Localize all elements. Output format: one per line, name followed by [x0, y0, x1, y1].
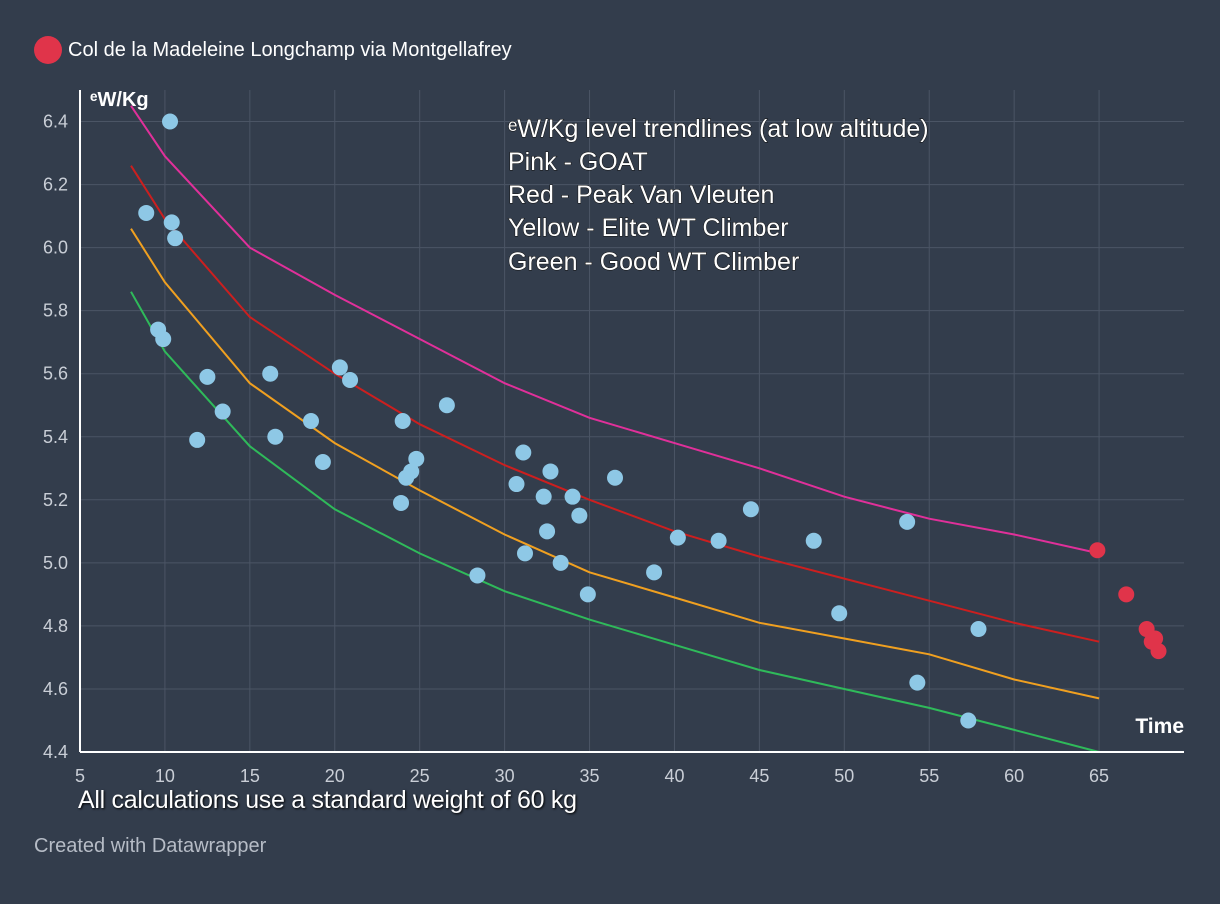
data-point[interactable]	[831, 605, 848, 622]
x-tick-label: 60	[1004, 766, 1024, 786]
y-tick-label: 4.4	[43, 742, 68, 762]
y-tick-label: 6.4	[43, 112, 68, 132]
y-tick-label: 5.2	[43, 490, 68, 510]
data-point[interactable]	[199, 368, 216, 385]
data-point[interactable]	[646, 564, 663, 581]
data-point[interactable]	[314, 453, 331, 470]
data-points	[138, 113, 1167, 729]
trendline	[130, 291, 1100, 753]
data-point[interactable]	[552, 554, 569, 571]
data-point[interactable]	[579, 586, 596, 603]
x-axis-label: Time	[1135, 715, 1184, 738]
data-point[interactable]	[970, 621, 987, 638]
annotation-green: Green - Good WT Climber	[508, 248, 799, 276]
legend-dot	[34, 36, 62, 64]
data-point[interactable]	[607, 469, 624, 486]
data-point[interactable]	[909, 674, 926, 691]
y-axis-label: ᵉW/Kg	[90, 89, 149, 111]
data-point[interactable]	[214, 403, 231, 420]
x-tick-label: 25	[410, 766, 430, 786]
y-tick-label: 5.4	[43, 427, 68, 447]
data-point[interactable]	[515, 444, 532, 461]
data-point[interactable]	[162, 113, 179, 130]
data-point[interactable]	[1089, 542, 1106, 559]
data-point[interactable]	[1118, 586, 1135, 603]
data-point[interactable]	[742, 501, 759, 518]
tick-labels: 5 10 15 20 25 30 35 40 45 50 55 60 65 4.4 4.6 4.8 5.0 5.2…	[43, 112, 1109, 786]
data-point[interactable]	[899, 513, 916, 530]
x-tick-label: 40	[664, 766, 684, 786]
grid-lines	[80, 90, 1184, 752]
y-tick-label: 6.0	[43, 238, 68, 258]
data-point[interactable]	[167, 230, 184, 247]
data-point[interactable]	[710, 532, 727, 549]
credit-link[interactable]: Created with Datawrapper	[34, 835, 267, 857]
annotation-pink: Pink - GOAT	[508, 148, 648, 176]
data-point[interactable]	[508, 476, 525, 493]
axes	[79, 90, 1184, 753]
data-point[interactable]	[262, 365, 279, 382]
data-point[interactable]	[163, 214, 180, 231]
data-point[interactable]	[398, 469, 415, 486]
data-point[interactable]	[535, 488, 552, 505]
x-tick-label: 5	[75, 766, 85, 786]
annotation-red: Red - Peak Van Vleuten	[508, 181, 774, 209]
y-tick-label: 5.8	[43, 301, 68, 321]
x-tick-label: 30	[495, 766, 515, 786]
data-point[interactable]	[469, 567, 486, 584]
data-point[interactable]	[1147, 630, 1164, 647]
data-point[interactable]	[342, 372, 359, 389]
data-point[interactable]	[564, 488, 581, 505]
data-point[interactable]	[138, 204, 155, 221]
data-point[interactable]	[267, 428, 284, 445]
data-point[interactable]	[669, 529, 686, 546]
y-tick-label: 4.8	[43, 616, 68, 636]
trendline	[130, 228, 1100, 700]
annotation-yellow: Yellow - Elite WT Climber	[508, 214, 789, 242]
data-point[interactable]	[408, 450, 425, 467]
x-tick-label: 20	[325, 766, 345, 786]
trendline	[130, 105, 1100, 555]
data-point[interactable]	[155, 331, 172, 348]
x-tick-label: 65	[1089, 766, 1109, 786]
data-point[interactable]	[189, 431, 206, 448]
legend-label: Col de la Madeleine Longchamp via Montge…	[68, 38, 512, 61]
x-tick-label: 50	[834, 766, 854, 786]
x-tick-label: 10	[155, 766, 175, 786]
data-point[interactable]	[331, 359, 348, 376]
y-tick-label: 5.6	[43, 364, 68, 384]
trendline	[130, 165, 1100, 643]
trendline-annotation: ᵉW/Kg level trendlines (at low altitude)…	[508, 115, 930, 277]
legend: Col de la Madeleine Longchamp via Montge…	[34, 36, 512, 64]
data-point[interactable]	[438, 397, 455, 414]
data-point[interactable]	[1150, 643, 1167, 660]
data-point[interactable]	[302, 413, 319, 429]
x-tick-label: 35	[580, 766, 600, 786]
data-point[interactable]	[394, 413, 411, 429]
data-point[interactable]	[539, 523, 556, 540]
data-point[interactable]	[960, 712, 977, 729]
y-tick-label: 4.6	[43, 679, 68, 699]
data-point[interactable]	[571, 507, 588, 524]
x-tick-label: 15	[240, 766, 260, 786]
x-tick-label: 45	[749, 766, 769, 786]
annotation-title: ᵉW/Kg level trendlines (at low altitude)	[508, 115, 929, 143]
data-point[interactable]	[542, 463, 559, 480]
data-point[interactable]	[393, 494, 410, 511]
data-point[interactable]	[805, 532, 822, 549]
x-tick-label: 55	[919, 766, 939, 786]
data-point[interactable]	[516, 545, 533, 562]
y-tick-label: 5.0	[43, 553, 68, 573]
trendlines	[130, 105, 1100, 753]
y-tick-label: 6.2	[43, 175, 68, 195]
footer-note: All calculations use a standard weight o…	[78, 786, 577, 814]
